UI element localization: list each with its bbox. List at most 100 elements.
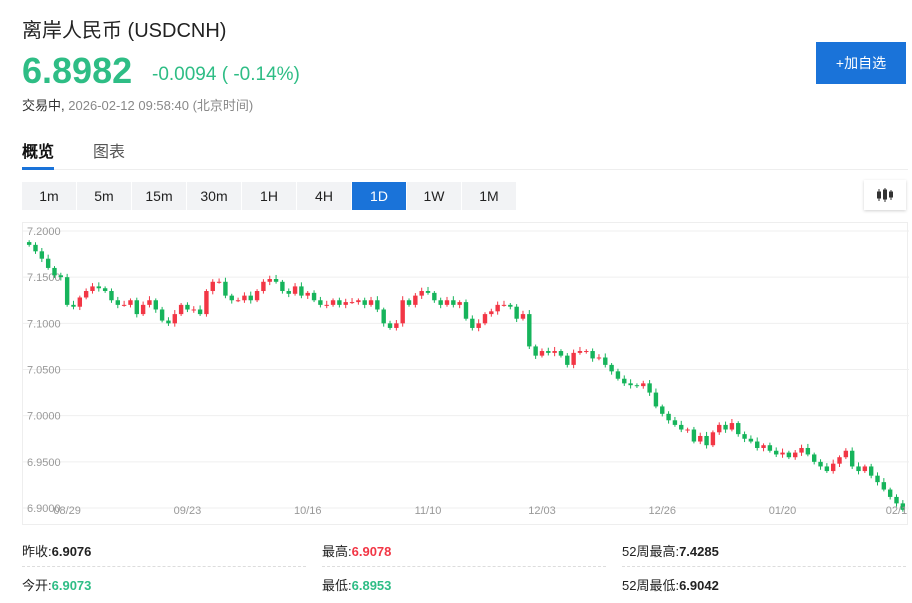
period-5m[interactable]: 5m (77, 182, 132, 210)
candle-body (210, 281, 215, 292)
tab-chart[interactable]: 图表 (93, 144, 126, 161)
candle-body (774, 450, 779, 455)
period-1D[interactable]: 1D (352, 182, 407, 210)
candle-body (58, 275, 64, 278)
trading-status: 交易中, 2026-02-12 09:58:40 (北京时间) (22, 95, 253, 114)
candle-body (691, 429, 697, 442)
period-15m[interactable]: 15m (132, 182, 187, 210)
candle-body (900, 503, 906, 510)
candle-body (571, 352, 576, 365)
period-4H[interactable]: 4H (297, 182, 352, 210)
y-tick-label: 7.0000 (27, 411, 61, 423)
stat-value: 6.9042 (679, 578, 719, 593)
candle-body (868, 466, 874, 476)
period-1H[interactable]: 1H (242, 182, 297, 210)
timestamp: 2026-02-12 09:58:40 (北京时间) (68, 98, 254, 113)
x-tick-label: 09/23 (174, 505, 202, 517)
candle-body (679, 424, 684, 430)
candle-body (520, 314, 526, 319)
divider (22, 566, 306, 567)
candle-body (558, 351, 564, 356)
x-tick-label: 10/16 (294, 505, 322, 517)
candle-body (172, 314, 177, 324)
candle-body (216, 281, 222, 283)
candle-body (622, 378, 627, 384)
candle-body (736, 423, 741, 435)
candle-body (837, 457, 842, 464)
candle-body (755, 441, 760, 448)
candle-body (489, 311, 494, 315)
candle-body (330, 300, 336, 305)
candle-body (641, 383, 646, 387)
candlestick-icon (877, 188, 893, 202)
candle-body (501, 304, 507, 306)
candle-body (546, 351, 551, 353)
x-tick-label: 11/10 (415, 505, 442, 517)
candle-body (552, 351, 557, 353)
current-price: 6.8982 (22, 50, 133, 91)
period-30m[interactable]: 30m (187, 182, 242, 210)
candle-body (609, 364, 614, 372)
candle-body (134, 300, 139, 315)
period-1M[interactable]: 1M (462, 182, 517, 210)
chart-type-button[interactable] (864, 180, 906, 210)
candle-body (349, 302, 355, 304)
candle-body (204, 291, 209, 315)
candle-body (400, 300, 405, 324)
candle-body (615, 371, 621, 379)
stat-item: 52周最低:6.9042 (622, 575, 719, 594)
y-tick-label: 7.0500 (27, 365, 61, 377)
candle-body (830, 463, 836, 472)
candle-body (590, 351, 595, 359)
candle-body (596, 357, 602, 359)
stat-label: 最高: (322, 544, 352, 559)
tab-overview[interactable]: 概览 (22, 138, 55, 170)
candle-body (824, 466, 830, 472)
price-change: -0.0094 ( -0.14%) (152, 64, 300, 85)
candle-body (799, 447, 804, 453)
stat-value: 6.9073 (51, 578, 92, 593)
candle-body (603, 357, 608, 365)
candle-body (178, 304, 184, 315)
candle-body (495, 304, 500, 312)
stat-label: 昨收: (22, 544, 52, 559)
divider (622, 566, 906, 567)
candle-body (875, 475, 880, 483)
candle-body (197, 309, 203, 315)
candle-body (64, 277, 70, 305)
period-selector: 1m 5m 15m 30m 1H 4H 1D 1W 1M (22, 182, 517, 210)
candle-body (672, 420, 678, 425)
candle-body (229, 295, 234, 301)
tab-bar: 概览 图表 (22, 138, 908, 170)
candle-body (476, 323, 481, 328)
stat-value: 6.8953 (351, 578, 392, 593)
candle-body (254, 291, 260, 301)
candle-body (381, 309, 386, 324)
candle-body (318, 300, 323, 305)
candle-body (261, 281, 266, 292)
x-tick-label: 12/03 (528, 505, 556, 517)
candle-body (634, 385, 640, 387)
candle-body (147, 300, 152, 305)
x-tick-label: 02/1 (886, 505, 907, 517)
candle-body (805, 447, 811, 455)
candle-body (71, 304, 76, 307)
candle-body (508, 304, 513, 307)
candlestick-chart[interactable]: 7.2000 7.1500 7.1000 7.0500 7.0000 6.9500 6.90… (22, 222, 909, 525)
candle-body (311, 292, 317, 301)
candle-body (26, 242, 32, 245)
period-1W[interactable]: 1W (407, 182, 462, 210)
candle-body (761, 445, 766, 448)
candle-body (729, 423, 735, 430)
page-title: 离岸人民币 (USDCNH) (22, 20, 227, 42)
candle-body (514, 306, 519, 319)
candle-body (299, 286, 304, 296)
x-tick-label: 12/26 (648, 505, 676, 517)
period-1m[interactable]: 1m (22, 182, 77, 210)
candle-body (45, 258, 51, 268)
candle-body (166, 320, 171, 324)
candle-body (660, 406, 665, 414)
candle-body (451, 300, 456, 305)
add-watchlist-button[interactable]: +加自选 (816, 42, 906, 84)
candle-body (362, 300, 367, 305)
